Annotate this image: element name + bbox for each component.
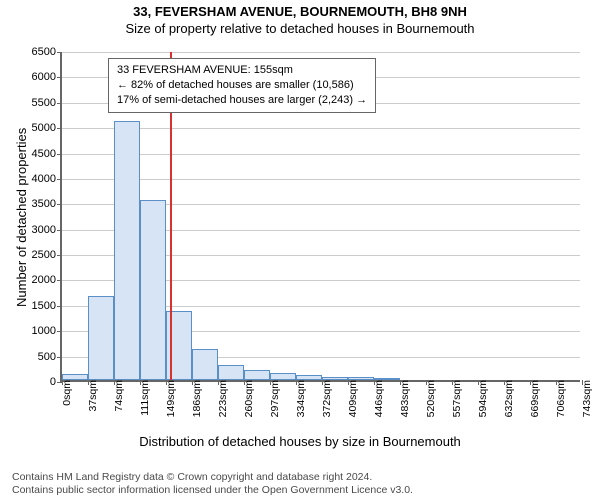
x-tick-label: 743sqm bbox=[579, 380, 593, 417]
y-tick-label: 3500 bbox=[32, 198, 62, 210]
page-title-line2: Size of property relative to detached ho… bbox=[0, 21, 600, 36]
x-tick-label: 223sqm bbox=[215, 380, 229, 417]
x-tick-label: 446sqm bbox=[371, 380, 385, 417]
y-tick-label: 4000 bbox=[32, 173, 62, 185]
y-tick-label: 1000 bbox=[32, 325, 62, 337]
x-tick-label: 372sqm bbox=[319, 380, 333, 417]
x-tick-label: 149sqm bbox=[163, 380, 177, 417]
x-tick-label: 260sqm bbox=[241, 380, 255, 417]
histogram-bar bbox=[192, 349, 218, 380]
footer-line2: Contains public sector information licen… bbox=[12, 484, 413, 498]
histogram-bar bbox=[244, 370, 270, 380]
y-tick-label: 3000 bbox=[32, 224, 62, 236]
y-tick-label: 2500 bbox=[32, 249, 62, 261]
gridline bbox=[62, 52, 580, 53]
chart-container: Number of detached properties 0500100015… bbox=[0, 42, 600, 442]
y-tick-label: 5000 bbox=[32, 122, 62, 134]
histogram-bar bbox=[218, 365, 244, 380]
y-tick-label: 4500 bbox=[32, 148, 62, 160]
y-tick-label: 5500 bbox=[32, 97, 62, 109]
x-tick-label: 37sqm bbox=[85, 380, 99, 412]
histogram-bar bbox=[270, 373, 296, 380]
info-box-line1: 33 FEVERSHAM AVENUE: 155sqm bbox=[117, 63, 367, 78]
histogram-bar bbox=[114, 121, 140, 380]
plot-area: 0500100015002000250030003500400045005000… bbox=[60, 52, 580, 382]
x-tick-label: 186sqm bbox=[189, 380, 203, 417]
x-tick-label: 74sqm bbox=[111, 380, 125, 412]
x-tick-label: 594sqm bbox=[475, 380, 489, 417]
x-tick-label: 0sqm bbox=[59, 380, 73, 406]
info-box: 33 FEVERSHAM AVENUE: 155sqm ← 82% of det… bbox=[108, 58, 376, 113]
x-tick-label: 409sqm bbox=[345, 380, 359, 417]
x-tick-label: 483sqm bbox=[397, 380, 411, 417]
y-tick-label: 500 bbox=[38, 351, 62, 363]
page-title-line1: 33, FEVERSHAM AVENUE, BOURNEMOUTH, BH8 9… bbox=[0, 4, 600, 19]
y-tick-label: 2000 bbox=[32, 274, 62, 286]
x-tick-label: 111sqm bbox=[137, 380, 151, 416]
x-tick-label: 669sqm bbox=[527, 380, 541, 417]
y-axis-label: Number of detached properties bbox=[14, 128, 29, 307]
info-box-line3: 17% of semi-detached houses are larger (… bbox=[117, 93, 367, 108]
x-tick-label: 520sqm bbox=[423, 380, 437, 417]
histogram-bar bbox=[88, 296, 114, 380]
x-axis-label: Distribution of detached houses by size … bbox=[0, 434, 600, 449]
footer-line1: Contains HM Land Registry data © Crown c… bbox=[12, 471, 413, 485]
info-box-line2: ← 82% of detached houses are smaller (10… bbox=[117, 78, 367, 93]
y-tick-label: 1500 bbox=[32, 300, 62, 312]
y-tick-label: 6000 bbox=[32, 71, 62, 83]
x-tick-label: 297sqm bbox=[267, 380, 281, 417]
footer-attribution: Contains HM Land Registry data © Crown c… bbox=[12, 471, 413, 498]
x-tick-label: 632sqm bbox=[501, 380, 515, 417]
x-tick-label: 706sqm bbox=[553, 380, 567, 417]
x-tick-label: 557sqm bbox=[449, 380, 463, 417]
histogram-bar bbox=[140, 200, 166, 380]
x-tick-label: 334sqm bbox=[293, 380, 307, 417]
y-tick-label: 6500 bbox=[32, 46, 62, 58]
